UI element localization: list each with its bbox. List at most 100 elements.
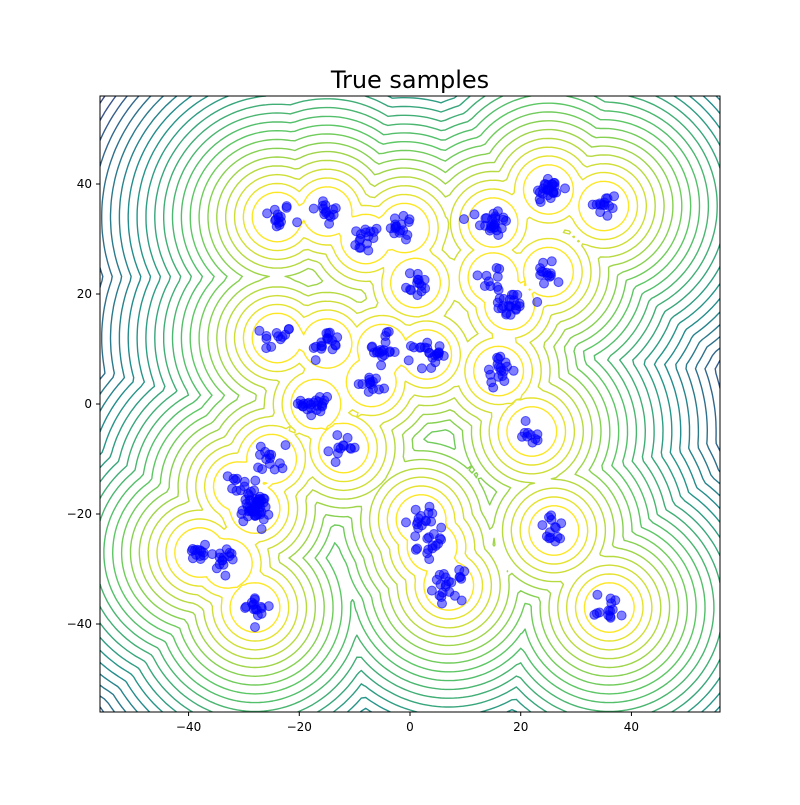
sample-point: [492, 271, 503, 282]
sample-point: [230, 475, 241, 486]
sample-point: [602, 210, 613, 221]
sample-point: [186, 545, 197, 556]
sample-point: [420, 283, 431, 294]
contour-line: [112, 102, 697, 695]
sample-point: [351, 226, 362, 237]
sample-point: [330, 457, 341, 468]
sample-point: [483, 364, 494, 375]
sample-point: [549, 181, 560, 192]
sample-point: [544, 512, 554, 523]
sample-point: [220, 570, 231, 581]
sample-point: [438, 350, 449, 361]
sample-point: [368, 233, 379, 244]
sample-point: [421, 516, 432, 527]
y-axis: −40 −20 0 20 40: [67, 177, 100, 631]
sample-point: [255, 449, 265, 460]
contour-line: [165, 155, 644, 642]
sample-point: [364, 378, 375, 389]
y-tick-label: −40: [67, 617, 92, 631]
sample-point: [374, 384, 384, 395]
sample-point: [371, 347, 382, 358]
sample-point: [323, 446, 334, 457]
sample-point: [491, 263, 502, 273]
sample-point: [492, 359, 503, 370]
sample-point: [483, 276, 494, 287]
sample-point: [332, 448, 343, 459]
sample-point: [594, 607, 605, 618]
sample-point: [402, 230, 413, 240]
sample-point: [555, 533, 566, 544]
x-tick-label: −20: [287, 720, 312, 734]
sample-point: [371, 223, 382, 234]
sample-point: [401, 517, 411, 528]
sample-point: [292, 398, 303, 409]
sample-point: [472, 270, 483, 281]
sample-point: [535, 197, 546, 207]
sample-point: [422, 343, 433, 354]
sample-point: [332, 430, 343, 441]
sample-point: [250, 622, 260, 633]
sample-point: [320, 207, 331, 218]
contour-line: [100, 96, 720, 712]
sample-point: [376, 360, 387, 371]
sample-point: [249, 594, 260, 605]
sample-point: [318, 196, 328, 207]
x-tick-label: 20: [513, 720, 528, 734]
sample-point: [459, 214, 469, 225]
sample-point: [492, 297, 503, 308]
sample-point: [416, 363, 427, 374]
sample-point: [412, 543, 423, 554]
sample-point: [595, 198, 605, 209]
sample-point: [434, 569, 445, 580]
sample-point: [490, 218, 501, 229]
sample-point: [410, 504, 421, 515]
sample-point: [410, 531, 421, 542]
y-tick-label: 20: [77, 287, 92, 301]
sample-point: [381, 327, 392, 338]
x-axis: −40 −20 0 20 40: [176, 712, 639, 734]
sample-point: [424, 554, 435, 565]
sample-point: [403, 217, 414, 227]
sample-point: [313, 396, 324, 407]
sample-point: [342, 432, 353, 443]
sample-point: [266, 341, 277, 352]
y-tick-label: −20: [67, 507, 92, 521]
sample-point: [538, 267, 549, 277]
sample-point: [493, 371, 504, 382]
contour-line: [103, 96, 706, 704]
sample-point: [427, 508, 438, 519]
sample-point: [501, 215, 511, 226]
contour-line: [100, 96, 715, 712]
sample-point: [330, 340, 341, 351]
sample-point: [227, 483, 238, 494]
sample-point: [446, 577, 457, 588]
sample-point: [504, 294, 515, 305]
sample-point: [511, 300, 521, 311]
sample-point: [538, 257, 549, 268]
sample-point: [430, 540, 441, 551]
contour-line: [120, 111, 688, 686]
contour-line: [100, 96, 720, 712]
contour-line: [100, 96, 720, 712]
sample-point: [492, 281, 503, 292]
sample-point: [322, 333, 332, 344]
sample-point: [560, 183, 570, 194]
sample-point: [308, 343, 319, 353]
x-tick-label: −40: [176, 720, 201, 734]
contour-line: [138, 128, 671, 669]
sample-point: [211, 563, 222, 574]
sample-point: [539, 278, 549, 289]
sample-point: [263, 601, 274, 612]
sample-point: [533, 185, 543, 196]
sample-point: [266, 449, 277, 460]
sample-point: [315, 406, 326, 417]
sample-point: [426, 585, 437, 596]
sample-point: [242, 511, 253, 522]
sample-point: [274, 458, 285, 469]
sample-point: [273, 331, 284, 342]
sample-point: [502, 361, 512, 372]
sample-point: [469, 209, 480, 220]
sample-point: [254, 325, 265, 336]
